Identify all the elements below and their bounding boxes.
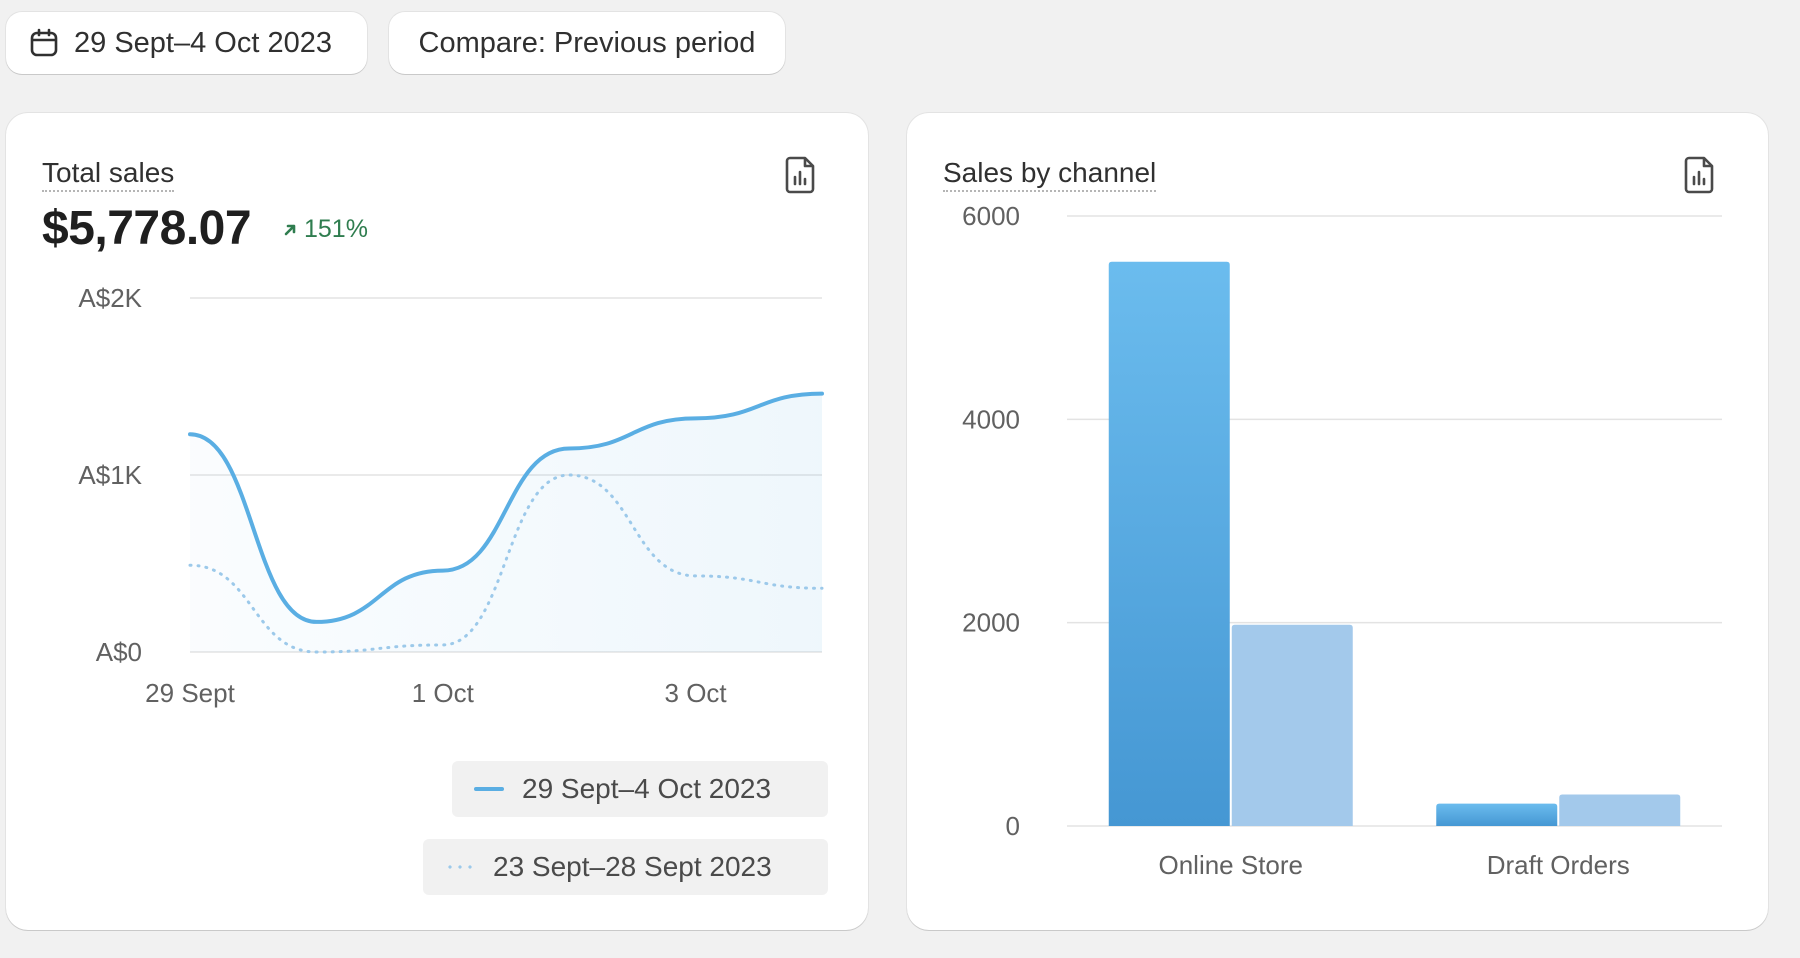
y-axis-label: 2000 — [962, 608, 1020, 638]
legend-solid-swatch — [474, 787, 504, 791]
date-range-button[interactable]: 29 Sept–4 Oct 2023 — [6, 12, 367, 74]
bar-previous — [1231, 624, 1353, 826]
sales-by-channel-title[interactable]: Sales by channel — [943, 157, 1157, 192]
report-export-icon[interactable] — [1683, 155, 1717, 195]
x-axis-label: 29 Sept — [145, 678, 235, 708]
sales-change-percent: 151% — [304, 215, 368, 243]
legend-dotted-swatch — [445, 865, 475, 869]
y-axis-label: A$1K — [78, 460, 142, 490]
legend-current-period[interactable]: 29 Sept–4 Oct 2023 — [452, 761, 828, 817]
calendar-icon — [30, 28, 58, 57]
current-period-area — [190, 393, 822, 652]
x-axis-label: Online Store — [1158, 850, 1303, 880]
x-axis-label: Draft Orders — [1487, 850, 1630, 880]
report-export-icon[interactable] — [784, 155, 818, 195]
previous-period-line — [188, 473, 824, 654]
total-sales-title[interactable]: Total sales — [42, 157, 175, 192]
sales-by-channel-card: Sales by channel 0 2000 4000 6000 Online Sto… — [907, 113, 1768, 930]
arrow-up-right-icon — [284, 224, 296, 235]
y-axis-label: 4000 — [962, 404, 1020, 434]
bar-previous — [1559, 794, 1681, 826]
y-axis-label: A$0 — [96, 637, 142, 667]
sales-change-indicator: 151% — [282, 215, 368, 244]
total-sales-card: Total sales $5,778.07 151% A$0 A$1K A$2K 29… — [6, 113, 868, 930]
x-axis-label: 3 Oct — [665, 678, 728, 708]
legend-current-label: 29 Sept–4 Oct 2023 — [522, 773, 772, 804]
y-axis-label: 6000 — [962, 201, 1020, 231]
compare-label: Compare: Previous period — [418, 26, 756, 59]
total-sales-value: $5,778.07 — [42, 202, 252, 255]
current-period-line — [188, 391, 824, 624]
compare-period-button[interactable]: Compare: Previous period — [389, 12, 785, 74]
legend-previous-period[interactable]: 23 Sept–28 Sept 2023 — [423, 839, 828, 895]
y-axis-label: 0 — [1006, 811, 1020, 841]
bar-current — [1108, 261, 1230, 826]
date-range-label: 29 Sept–4 Oct 2023 — [74, 26, 332, 59]
x-axis-label: 1 Oct — [412, 678, 475, 708]
total-sales-line-chart: A$0 A$1K A$2K 29 Sept 1 Oct 3 Oct — [78, 283, 824, 708]
legend-previous-label: 23 Sept–28 Sept 2023 — [493, 851, 772, 882]
sales-by-channel-bar-chart: 0 2000 4000 6000 Online Store Draft Orders — [962, 201, 1722, 880]
bar-current — [1436, 803, 1558, 826]
y-axis-label: A$2K — [78, 283, 142, 313]
